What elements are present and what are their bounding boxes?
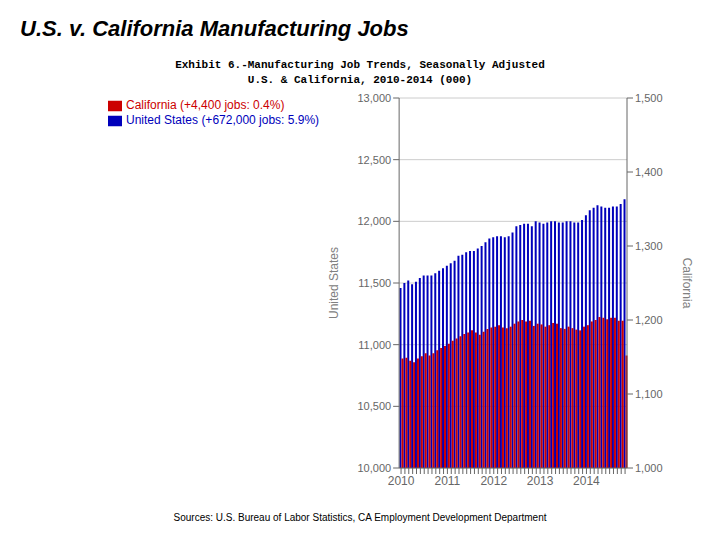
html-text:United States (+672,000 jobs:: United States (+672,000 jobs: 5.9%) — [126, 112, 320, 127]
svg-text:2012: 2012 — [480, 474, 507, 488]
svg-text:10,500: 10,500 — [357, 400, 391, 412]
html-text:California (+4,400 jobs: 0.4%): California (+4,400 jobs: 0.4%) — [126, 98, 285, 112]
svg-text:United States: United States — [327, 247, 341, 319]
svg-text:11,000: 11,000 — [358, 339, 391, 351]
svg-text:2014: 2014 — [573, 474, 600, 488]
svg-text:10,000: 10,000 — [357, 462, 391, 474]
svg-text:1,200: 1,200 — [635, 314, 663, 326]
svg-text:California: California — [680, 258, 694, 309]
html-text:Exhibit 6.-Manufacturing Job T: Exhibit 6.-Manufacturing Job Trends, Sea… — [175, 59, 545, 71]
html-text:U.S. & California, 2010-2014 (: U.S. & California, 2010-2014 (000) — [247, 74, 473, 86]
svg-text:1,100: 1,100 — [635, 388, 663, 400]
svg-text:2010: 2010 — [388, 474, 415, 488]
html-text:U.S. v. California Manufacturi: U.S. v. California Manufacturing Jobs — [20, 16, 409, 41]
svg-text:12,500: 12,500 — [357, 154, 391, 166]
svg-text:2013: 2013 — [527, 474, 554, 488]
svg-text:13,000: 13,000 — [357, 92, 391, 104]
html-text:Sources: U.S. Bureau of Labor: Sources: U.S. Bureau of Labor Statistics… — [173, 512, 547, 523]
svg-text:12,000: 12,000 — [357, 215, 391, 227]
svg-text:1,000: 1,000 — [635, 462, 663, 474]
svg-text:1,400: 1,400 — [635, 166, 663, 178]
svg-text:1,300: 1,300 — [635, 240, 663, 252]
svg-text:1,500: 1,500 — [635, 92, 663, 104]
svg-text:11,500: 11,500 — [358, 277, 391, 289]
svg-text:2011: 2011 — [434, 474, 460, 488]
